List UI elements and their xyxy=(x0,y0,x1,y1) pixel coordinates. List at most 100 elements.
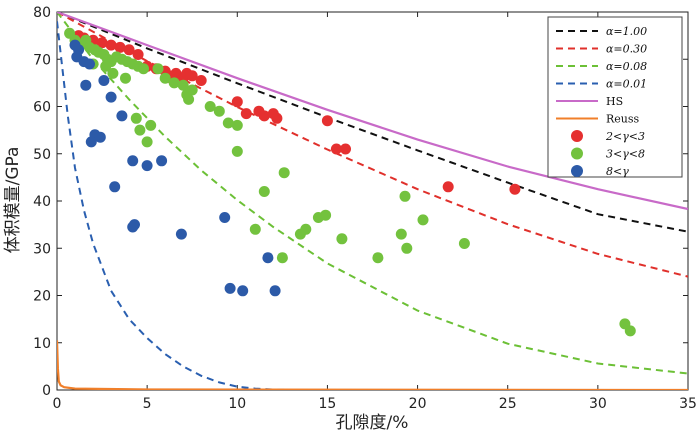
point-series-2 xyxy=(458,238,470,249)
y-tick-label: 60 xyxy=(33,100,51,116)
axis-ticks: 0 5 10 15 20 25 30 35 0 10 20 30 40 50 60 70 80 xyxy=(33,5,697,412)
point-series-2 xyxy=(278,167,290,179)
curve--0-30 xyxy=(57,12,688,278)
point-series-3 xyxy=(175,228,187,240)
axis-labels: 孔隙度/% 体积模量/GPa xyxy=(3,147,408,433)
point-series-2 xyxy=(177,79,189,91)
legend-marker xyxy=(571,147,583,160)
point-series-2 xyxy=(107,67,119,79)
legend-label: HS xyxy=(606,95,623,108)
legend-label: α=0.01 xyxy=(606,78,647,91)
legend-label: 3<γ<8 xyxy=(606,148,645,161)
legend-label: Reuss xyxy=(606,113,640,126)
point-series-3 xyxy=(224,282,236,294)
x-tick-label: 25 xyxy=(499,396,517,412)
legend-box xyxy=(547,16,683,178)
point-series-2 xyxy=(138,63,149,75)
point-series-2 xyxy=(130,112,142,124)
point-series-1 xyxy=(96,37,108,49)
legend: α=1.00 α=0.30 α=0.08 α=0.01 HS Reuss 2<γ<3 3<γ<… xyxy=(547,16,683,178)
point-series-2 xyxy=(276,252,288,264)
y-tick-label: 50 xyxy=(33,147,51,163)
point-series-2 xyxy=(417,214,429,226)
point-series-2 xyxy=(300,223,312,235)
y-tick-label: 30 xyxy=(33,241,51,257)
point-series-1 xyxy=(186,70,198,82)
point-series-2 xyxy=(120,72,131,84)
point-series-2 xyxy=(258,186,270,197)
point-series-2 xyxy=(186,84,198,96)
point-series-3 xyxy=(98,75,110,86)
point-series-2 xyxy=(204,101,216,112)
point-series-2 xyxy=(624,325,636,337)
point-series-2 xyxy=(134,124,146,136)
legend-label: α=0.30 xyxy=(606,43,647,56)
y-tick-label: 40 xyxy=(33,194,51,210)
y-tick-label: 10 xyxy=(33,336,51,352)
x-tick-label: 35 xyxy=(679,396,697,412)
y-tick-label: 20 xyxy=(33,289,51,305)
x-tick-label: 10 xyxy=(228,396,246,412)
legend-label: 2<γ<3 xyxy=(605,130,645,143)
data-points xyxy=(64,27,636,337)
x-axis-label: 孔隙度/% xyxy=(336,413,409,433)
point-series-3 xyxy=(116,110,128,122)
curve--1-00 xyxy=(57,12,688,233)
y-axis-label: 体积模量/GPa xyxy=(3,147,23,254)
legend-label: 8<γ xyxy=(606,165,629,178)
point-series-1 xyxy=(509,183,521,195)
point-series-3 xyxy=(262,252,274,264)
point-series-1 xyxy=(195,75,207,86)
point-series-3 xyxy=(84,58,95,70)
point-series-2 xyxy=(231,145,243,157)
point-series-3 xyxy=(80,79,92,91)
point-series-3 xyxy=(105,91,117,103)
point-series-3 xyxy=(219,212,231,223)
point-series-2 xyxy=(231,119,243,131)
point-series-1 xyxy=(271,112,283,124)
point-series-1 xyxy=(240,108,252,120)
point-series-2 xyxy=(249,223,261,235)
point-series-1 xyxy=(258,110,270,122)
point-series-2 xyxy=(159,72,171,84)
point-series-2 xyxy=(222,117,234,129)
point-series-2 xyxy=(336,233,348,245)
point-series-2 xyxy=(213,105,225,117)
point-series-1 xyxy=(132,49,144,60)
point-series-2 xyxy=(320,209,332,221)
y-tick-label: 70 xyxy=(33,52,51,68)
point-series-2 xyxy=(399,190,411,202)
point-series-3 xyxy=(127,221,139,233)
point-series-1 xyxy=(442,181,454,193)
point-series-1 xyxy=(105,39,117,51)
point-series-3 xyxy=(237,285,249,297)
model-curves xyxy=(57,12,688,390)
y-tick-label: 0 xyxy=(42,383,51,399)
point-series-3 xyxy=(127,155,139,167)
curve--0-01 xyxy=(57,21,688,390)
legend-label: α=1.00 xyxy=(606,25,647,38)
legend-marker xyxy=(571,130,583,142)
legend-marker xyxy=(571,165,583,177)
point-series-1 xyxy=(114,41,126,53)
point-series-3 xyxy=(85,136,97,148)
point-series-3 xyxy=(141,160,153,172)
legend-label: α=0.08 xyxy=(606,60,647,73)
point-series-3 xyxy=(109,181,121,193)
x-tick-label: 5 xyxy=(143,396,152,412)
point-series-3 xyxy=(269,285,281,297)
point-series-2 xyxy=(372,252,384,264)
x-tick-label: 15 xyxy=(319,396,337,412)
point-series-2 xyxy=(168,77,180,89)
y-tick-label: 80 xyxy=(33,5,51,21)
point-series-1 xyxy=(123,44,135,56)
point-series-2 xyxy=(141,136,153,148)
point-series-2 xyxy=(401,242,413,254)
point-series-1 xyxy=(340,143,351,155)
x-tick-label: 30 xyxy=(589,396,607,412)
x-tick-label: 20 xyxy=(409,396,427,412)
curve-reuss xyxy=(57,340,688,390)
point-series-1 xyxy=(330,143,342,155)
point-series-3 xyxy=(94,131,106,143)
